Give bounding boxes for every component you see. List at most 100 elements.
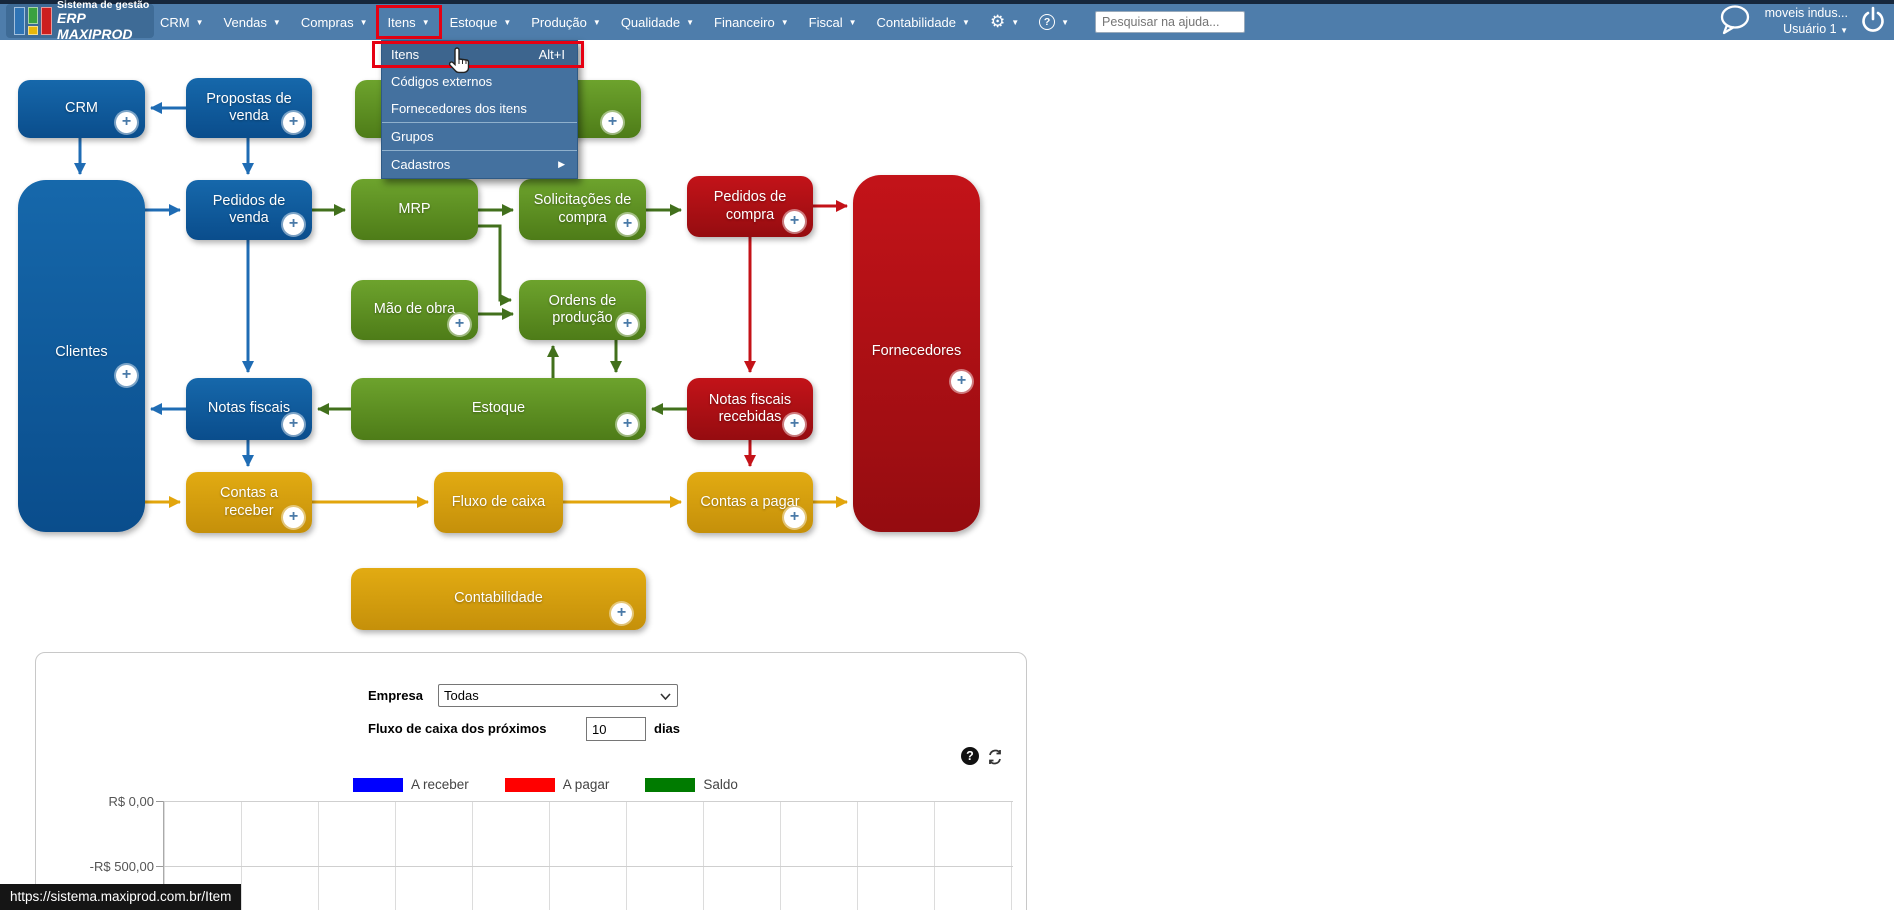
flow-box-ordens-producao[interactable]: Ordens de produção + (519, 280, 646, 340)
power-logout-icon[interactable] (1860, 6, 1886, 39)
user-name: Usuário 1 (1783, 22, 1837, 36)
add-icon[interactable]: + (784, 414, 805, 435)
add-icon[interactable]: + (449, 314, 470, 335)
add-icon[interactable]: + (602, 112, 623, 133)
logo-title: ERP MAXIPROD (57, 10, 133, 42)
add-icon[interactable]: + (951, 371, 972, 392)
legend-swatch-a-receber (353, 777, 403, 792)
cash-flow-chart-plot (163, 801, 1013, 910)
add-icon[interactable]: + (611, 603, 632, 624)
add-icon[interactable]: + (116, 365, 137, 386)
menu-item-codigos-externos[interactable]: Códigos externos (391, 74, 493, 89)
gridline-zero (164, 801, 1013, 802)
cash-flow-days-label: Fluxo de caixa dos próximos (368, 721, 547, 736)
menu-crm[interactable]: CRM ▼ (160, 14, 204, 30)
legend-label-a-pagar: A pagar (562, 777, 610, 792)
add-icon[interactable]: + (283, 414, 304, 435)
menu-item-fornecedores-dos-itens[interactable]: Fornecedores dos itens (391, 101, 527, 116)
flow-box-mao-de-obra[interactable]: Mão de obra + (351, 280, 478, 340)
empresa-selected-value: Todas (444, 688, 479, 703)
chart-legend: A receber A pagar Saldo (353, 777, 774, 792)
chevron-down-icon: ▼ (592, 17, 601, 27)
cash-flow-panel: Empresa Todas Fluxo de caixa dos próximo… (35, 652, 1027, 910)
flow-box-contabilidade[interactable]: Contabilidade + (351, 568, 646, 630)
flow-box-crm[interactable]: CRM + (18, 80, 145, 138)
days-input[interactable] (586, 717, 646, 741)
chevron-down-icon: ▼ (1011, 17, 1020, 27)
flow-box-notas-fiscais[interactable]: Notas fiscais + (186, 378, 312, 440)
help-menu[interactable]: ? ▼ (1029, 7, 1079, 37)
menu-item-grupos[interactable]: Grupos (391, 129, 434, 144)
add-icon[interactable]: + (617, 314, 638, 335)
flow-box-pedidos-venda[interactable]: Pedidos de venda + (186, 180, 312, 240)
chevron-down-icon: ▼ (272, 17, 281, 27)
menu-financeiro[interactable]: Financeiro ▼ (714, 14, 789, 30)
add-icon[interactable]: + (283, 214, 304, 235)
chart-help-icon[interactable]: ? (961, 747, 979, 765)
add-icon[interactable]: + (283, 507, 304, 528)
chevron-down-icon: ▼ (686, 17, 695, 27)
chevron-down-icon: ▼ (359, 17, 368, 27)
main-menu: CRM ▼ Vendas ▼ Compras ▼ Itens ▼ Estoque ▼ Pr… (150, 4, 1246, 40)
chevron-down-icon: ▼ (1061, 17, 1070, 27)
flow-box-fluxo-caixa[interactable]: Fluxo de caixa (434, 472, 563, 533)
menu-item-itens[interactable]: Itens Alt+I (382, 41, 577, 68)
empresa-select[interactable]: Todas (438, 684, 678, 707)
hand-cursor (448, 46, 474, 81)
menu-itens[interactable]: Itens ▼ (375, 5, 442, 39)
flow-box-fornecedores[interactable]: Fornecedores + (853, 175, 980, 532)
flow-box-mrp[interactable]: MRP (351, 179, 478, 240)
flow-box-estoque[interactable]: Estoque + (351, 378, 646, 440)
add-icon[interactable]: + (617, 214, 638, 235)
help-search-input[interactable] (1095, 11, 1246, 33)
menu-estoque[interactable]: Estoque ▼ (449, 14, 512, 30)
add-icon[interactable]: + (784, 507, 805, 528)
company-name: moveis indus... (1764, 6, 1848, 21)
flow-box-solicitacoes-compra[interactable]: Solicitações de compra + (519, 179, 646, 240)
legend-label-saldo: Saldo (703, 777, 738, 792)
chat-bubble-icon[interactable] (1715, 4, 1755, 40)
itens-dropdown-menu: Itens Alt+I Códigos externos Fornecedore… (381, 40, 578, 179)
settings-menu[interactable]: ⚙ ▼ (980, 7, 1029, 37)
flow-box-notas-fiscais-recebidas[interactable]: Notas fiscais recebidas + (687, 378, 813, 440)
chevron-down-icon: ▼ (503, 17, 512, 27)
app-logo[interactable]: Sistema de gestão ERP MAXIPROD (6, 0, 154, 41)
add-icon[interactable]: + (283, 112, 304, 133)
help-icon: ? (1039, 14, 1056, 30)
chevron-down-icon: ▼ (962, 17, 970, 27)
link-preview-statusbar: https://sistema.maxiprod.com.br/Item (0, 884, 242, 910)
chevron-down-icon: ▼ (848, 17, 857, 27)
menu-separator (382, 150, 577, 151)
menu-vendas[interactable]: Vendas ▼ (223, 14, 281, 30)
axis-tick (156, 801, 163, 802)
days-suffix-label: dias (654, 721, 681, 736)
flow-box-pedidos-compra[interactable]: Pedidos de compra + (687, 176, 813, 237)
add-icon[interactable]: + (617, 414, 638, 435)
y-tick-zero: R$ 0,00 (108, 794, 154, 809)
empresa-label: Empresa (368, 688, 423, 703)
flow-box-clientes[interactable]: Clientes + (18, 180, 145, 532)
menu-compras[interactable]: Compras ▼ (300, 14, 368, 30)
legend-swatch-a-pagar (504, 777, 555, 792)
flow-box-contas-receber[interactable]: Contas a receber + (186, 472, 312, 533)
menu-fiscal[interactable]: Fiscal ▼ (808, 14, 857, 30)
menu-separator (382, 122, 577, 123)
add-icon[interactable]: + (116, 112, 137, 133)
main-navbar: Sistema de gestão ERP MAXIPROD CRM ▼ Vend… (0, 0, 1894, 41)
window-top-edge (0, 0, 1894, 4)
flow-box-propostas-venda[interactable]: Propostas de venda + (186, 78, 312, 138)
add-icon[interactable]: + (784, 211, 805, 232)
menu-item-cadastros[interactable]: Cadastros ▶ (391, 157, 565, 172)
submenu-arrow-icon: ▶ (558, 159, 565, 169)
y-tick-minus500: -R$ 500,00 (89, 859, 154, 874)
gridline-minus500 (164, 866, 1013, 867)
maxiprod-logo-icon (14, 6, 52, 36)
account-info[interactable]: moveis indus... Usuário 1 ▼ (1765, 6, 1848, 37)
menu-qualidade[interactable]: Qualidade ▼ (620, 14, 695, 30)
menu-contabilidade[interactable]: Contabilidade ▼ (876, 14, 970, 30)
refresh-icon[interactable] (986, 748, 1004, 771)
menu-producao[interactable]: Produção ▼ (531, 14, 601, 30)
flow-box-contas-pagar[interactable]: Contas a pagar + (687, 472, 813, 533)
select-chevron-icon (660, 693, 671, 700)
